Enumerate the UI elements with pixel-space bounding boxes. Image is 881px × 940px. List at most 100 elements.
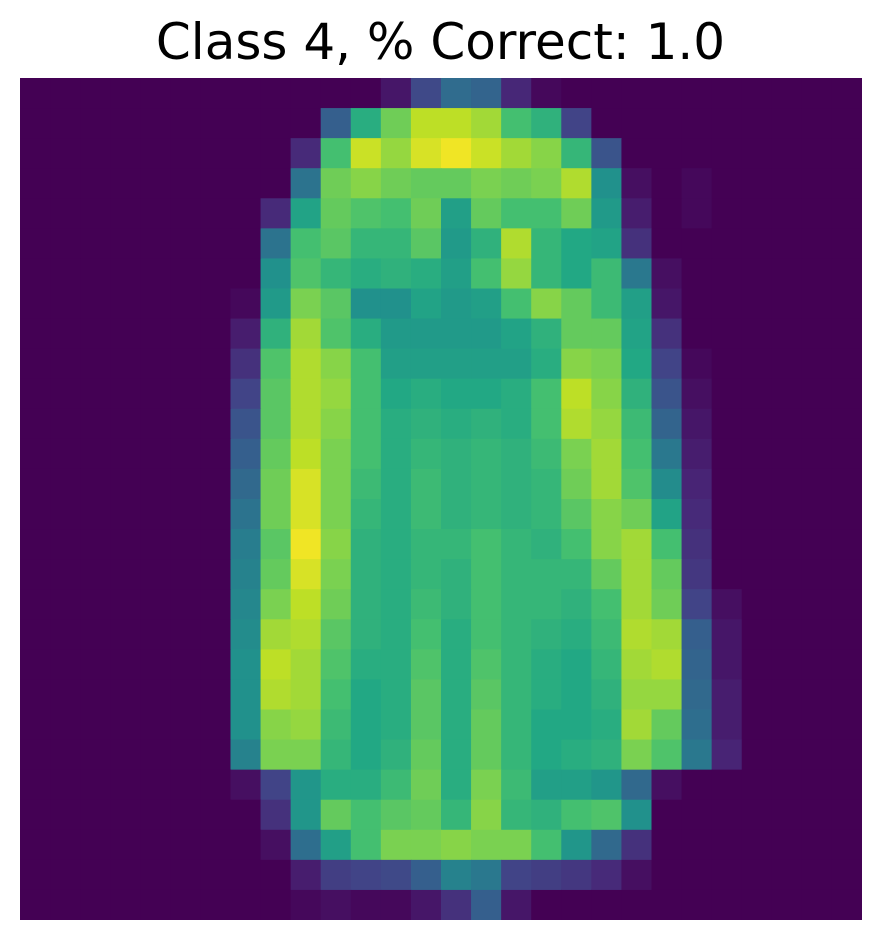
heatmap-cell [260, 589, 292, 620]
heatmap-cell [170, 739, 202, 771]
heatmap-cell [441, 408, 472, 440]
heatmap-cell [230, 529, 262, 560]
heatmap-svg [20, 78, 862, 920]
heatmap-cell [591, 138, 623, 169]
heatmap-cell [200, 589, 232, 620]
heatmap-cell [260, 168, 292, 199]
heatmap-cell [110, 318, 141, 350]
heatmap-cell [140, 138, 171, 169]
heatmap-cell [380, 228, 412, 260]
heatmap-cell [410, 589, 442, 620]
heatmap-cell [621, 108, 653, 139]
heatmap-cell [410, 468, 442, 500]
heatmap-cell [441, 228, 472, 260]
heatmap-cell [741, 739, 773, 771]
heatmap-cell [591, 859, 623, 891]
heatmap-cell [290, 378, 322, 410]
heatmap-cell [320, 348, 352, 380]
heatmap-cell [260, 799, 292, 831]
heatmap-cell [621, 168, 653, 199]
heatmap-cell [441, 799, 472, 831]
heatmap-cell [170, 198, 202, 229]
heatmap-cell [380, 108, 412, 139]
heatmap-cell [290, 799, 322, 831]
heatmap-cell [471, 198, 502, 229]
heatmap-cell [260, 78, 292, 109]
heatmap-cell [561, 499, 592, 530]
heatmap-cell [711, 138, 743, 169]
heatmap-cell [531, 438, 562, 470]
heatmap-cell [230, 438, 262, 470]
heatmap-cell [561, 348, 592, 380]
heatmap-cell [80, 348, 111, 380]
heatmap-cell [410, 408, 442, 440]
heatmap-cell [140, 168, 171, 199]
heatmap-cell [771, 168, 803, 199]
heatmap-cell [501, 108, 532, 139]
heatmap-cell [350, 288, 382, 320]
heatmap-cell [320, 529, 352, 560]
heatmap-cell [230, 889, 262, 920]
heatmap-cell [20, 198, 51, 229]
heatmap-cell [561, 649, 592, 681]
heatmap-cell [410, 649, 442, 681]
heatmap-cell [410, 138, 442, 169]
heatmap-cell [290, 108, 322, 139]
heatmap-cell [50, 679, 81, 711]
heatmap-cell [110, 679, 141, 711]
heatmap-cell [20, 108, 51, 139]
heatmap-cell [561, 589, 592, 620]
heatmap-cell [591, 829, 623, 861]
heatmap-cell [230, 198, 262, 229]
heatmap-cell [320, 438, 352, 470]
heatmap-cell [471, 408, 502, 440]
heatmap-cell [681, 769, 713, 801]
heatmap-cell [591, 438, 623, 470]
heatmap-cell [501, 889, 532, 920]
heatmap-cell [561, 739, 592, 771]
heatmap-cell [621, 198, 653, 229]
heatmap-cell [621, 799, 653, 831]
heatmap-cell [320, 649, 352, 681]
heatmap-cell [230, 378, 262, 410]
heatmap-cell [80, 138, 111, 169]
heatmap-cell [50, 739, 81, 771]
heatmap-cell [410, 859, 442, 891]
heatmap-cell [50, 318, 81, 350]
heatmap-cell [441, 198, 472, 229]
heatmap-cell [110, 378, 141, 410]
heatmap-cell [801, 378, 833, 410]
heatmap-cell [200, 529, 232, 560]
heatmap-cell [621, 378, 653, 410]
heatmap-cell [681, 889, 713, 920]
heatmap-cell [741, 619, 773, 650]
heatmap-cell [531, 829, 562, 861]
heatmap-cell [290, 408, 322, 440]
heatmap-cell [501, 739, 532, 771]
heatmap-cell [110, 529, 141, 560]
heatmap-cell [501, 408, 532, 440]
heatmap-cell [501, 228, 532, 260]
heatmap-cell [621, 859, 653, 891]
heatmap-cell [801, 438, 833, 470]
heatmap-cell [170, 499, 202, 530]
heatmap-cell [260, 859, 292, 891]
heatmap-cell [140, 378, 171, 410]
heatmap-cell [771, 889, 803, 920]
heatmap-cell [801, 559, 833, 590]
heatmap-cell [140, 889, 171, 920]
heatmap-cell [290, 589, 322, 620]
heatmap-cell [441, 829, 472, 861]
heatmap-cell [531, 889, 562, 920]
heatmap-cell [290, 619, 322, 650]
heatmap-cell [831, 438, 862, 470]
heatmap-cell [320, 769, 352, 801]
heatmap-cell [230, 468, 262, 500]
heatmap-cell [771, 78, 803, 109]
heatmap-cell [320, 589, 352, 620]
heatmap-cell [651, 799, 683, 831]
heatmap-cell [260, 709, 292, 741]
heatmap-cell [20, 348, 51, 380]
heatmap-cell [110, 859, 141, 891]
heatmap-cell [741, 408, 773, 440]
